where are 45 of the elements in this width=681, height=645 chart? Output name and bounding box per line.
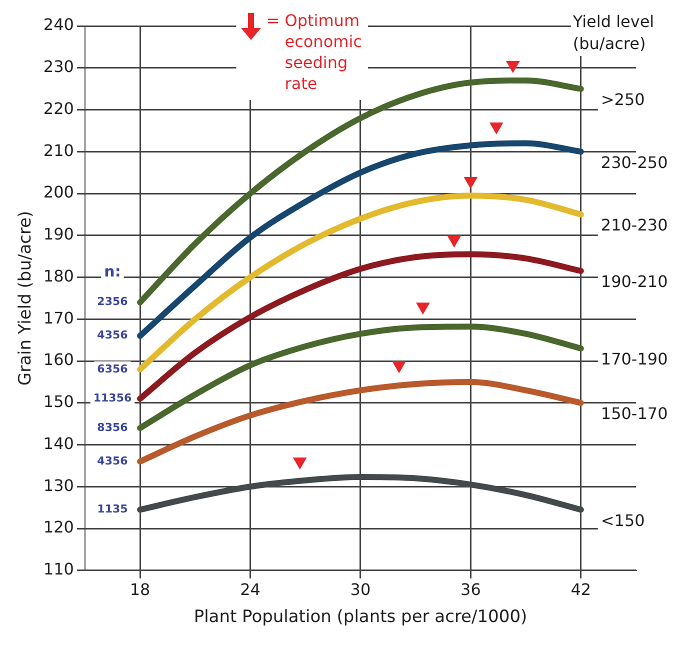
y-tick-label: 140: [43, 434, 74, 453]
x-tick-label: 30: [350, 580, 371, 600]
point: [448, 236, 461, 248]
point: [293, 458, 306, 470]
legend-title: Yield level (bu/acre): [572, 12, 654, 54]
series-label: 150-170: [600, 404, 668, 424]
annotation: 4356: [97, 328, 128, 342]
y-tick-label: 190: [43, 224, 74, 244]
point: [392, 361, 406, 373]
series-label: 230-250: [600, 152, 668, 172]
annotation: 4356: [97, 454, 128, 468]
annotation: 1135: [97, 502, 128, 516]
y-tick-label: 180: [43, 266, 74, 286]
y-tick-label: 210: [43, 140, 74, 160]
y-tick-label: 220: [43, 98, 74, 118]
y-tick-label: 160: [43, 350, 74, 370]
y-tick-label: 170: [43, 308, 74, 328]
y-axis-title: Grain Yield (bu/acre): [16, 210, 36, 386]
series-label: <150: [600, 510, 645, 530]
annotation: 11356: [93, 392, 132, 405]
x-axis-title: Plant Population (plants per acre/1000): [194, 607, 528, 628]
series-label: >250: [600, 90, 645, 109]
y-tick-label: 150: [43, 392, 74, 412]
annotation: 8356: [97, 420, 128, 434]
series-label: 210-230: [600, 216, 668, 235]
legend-label: = Optimum economic seeding rate: [266, 11, 362, 94]
y-tick-label: 230: [43, 57, 74, 76]
series-label: 170-190: [600, 350, 668, 369]
y-tick-label: 130: [43, 476, 74, 495]
annotation: n:: [104, 262, 121, 280]
annotation: 6356: [97, 362, 128, 376]
series-label: 190-210: [600, 272, 668, 292]
y-tick-label: 200: [43, 182, 74, 202]
y-tick-label: 110: [43, 560, 74, 579]
point: [416, 302, 430, 314]
annotation: 2356: [97, 295, 128, 308]
y-tick-label: 240: [43, 15, 74, 34]
y-tick-label: 120: [43, 518, 74, 537]
point: [506, 60, 520, 72]
x-tick-label: 36: [460, 580, 481, 600]
x-tick-label: 24: [240, 580, 260, 600]
point: [464, 176, 478, 188]
point: [490, 122, 503, 134]
x-tick-label: 42: [570, 580, 592, 600]
x-tick-label: 18: [130, 580, 150, 600]
